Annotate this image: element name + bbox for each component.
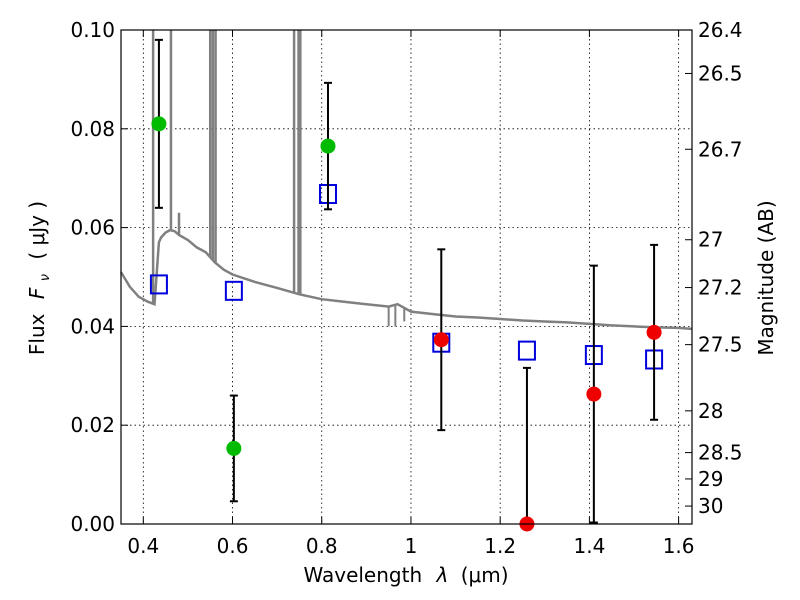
right-tick-label: 26.5 [698, 61, 743, 85]
x-axis-label: Wavelength λ (μm) [303, 563, 508, 587]
model-spectrum-line [119, 228, 693, 331]
series-layer [119, 30, 693, 532]
model-flux-square [517, 340, 536, 361]
right-axis-label: Magnitude (AB) [754, 200, 778, 355]
green-data-point [151, 116, 167, 132]
right-tick-label: 28.5 [698, 441, 743, 465]
x-tick-label: 0.8 [306, 534, 338, 558]
x-tick-label: 0.4 [127, 534, 159, 558]
ticks: 0.4 0.6 0.8 1 1.2 1.4 1.6 0.00 0.02 0.04 0.06 0.08 0… [70, 18, 742, 558]
red-data-point [433, 332, 449, 348]
x-tick-label: 1.4 [573, 534, 605, 558]
green-data-point [226, 440, 242, 456]
y-tick-label: 0.10 [70, 18, 115, 42]
x-tick-label: 1.2 [484, 534, 516, 558]
y-tick-label: 0.06 [70, 216, 115, 240]
right-tick-label: 29 [698, 467, 723, 491]
x-tick-label: 0.6 [217, 534, 249, 558]
model-flux-square [224, 280, 243, 301]
right-tick-label: 30 [698, 494, 723, 518]
y-tick-label: 0.00 [70, 512, 115, 536]
right-tick-label: 26.4 [698, 18, 743, 42]
red-data-point [646, 324, 662, 340]
y-tick-label: 0.04 [70, 314, 115, 338]
x-tick-label: 1 [405, 534, 418, 558]
y-axis-label: Flux F ν ( μJy ) [25, 201, 54, 355]
plot-frame [120, 29, 693, 525]
y-tick-label: 0.02 [70, 413, 115, 437]
model-flux-square [149, 274, 168, 295]
right-tick-label: 26.7 [698, 137, 743, 161]
right-tick-label: 28 [698, 399, 723, 423]
x-tick-label: 1.6 [663, 534, 695, 558]
red-data-point [586, 386, 602, 402]
right-tick-label: 27.5 [698, 333, 743, 357]
right-tick-label: 27.2 [698, 276, 743, 300]
green-data-point [320, 138, 336, 154]
grid-lines [121, 29, 692, 525]
right-tick-label: 27 [698, 228, 723, 252]
y-tick-label: 0.08 [70, 117, 115, 141]
